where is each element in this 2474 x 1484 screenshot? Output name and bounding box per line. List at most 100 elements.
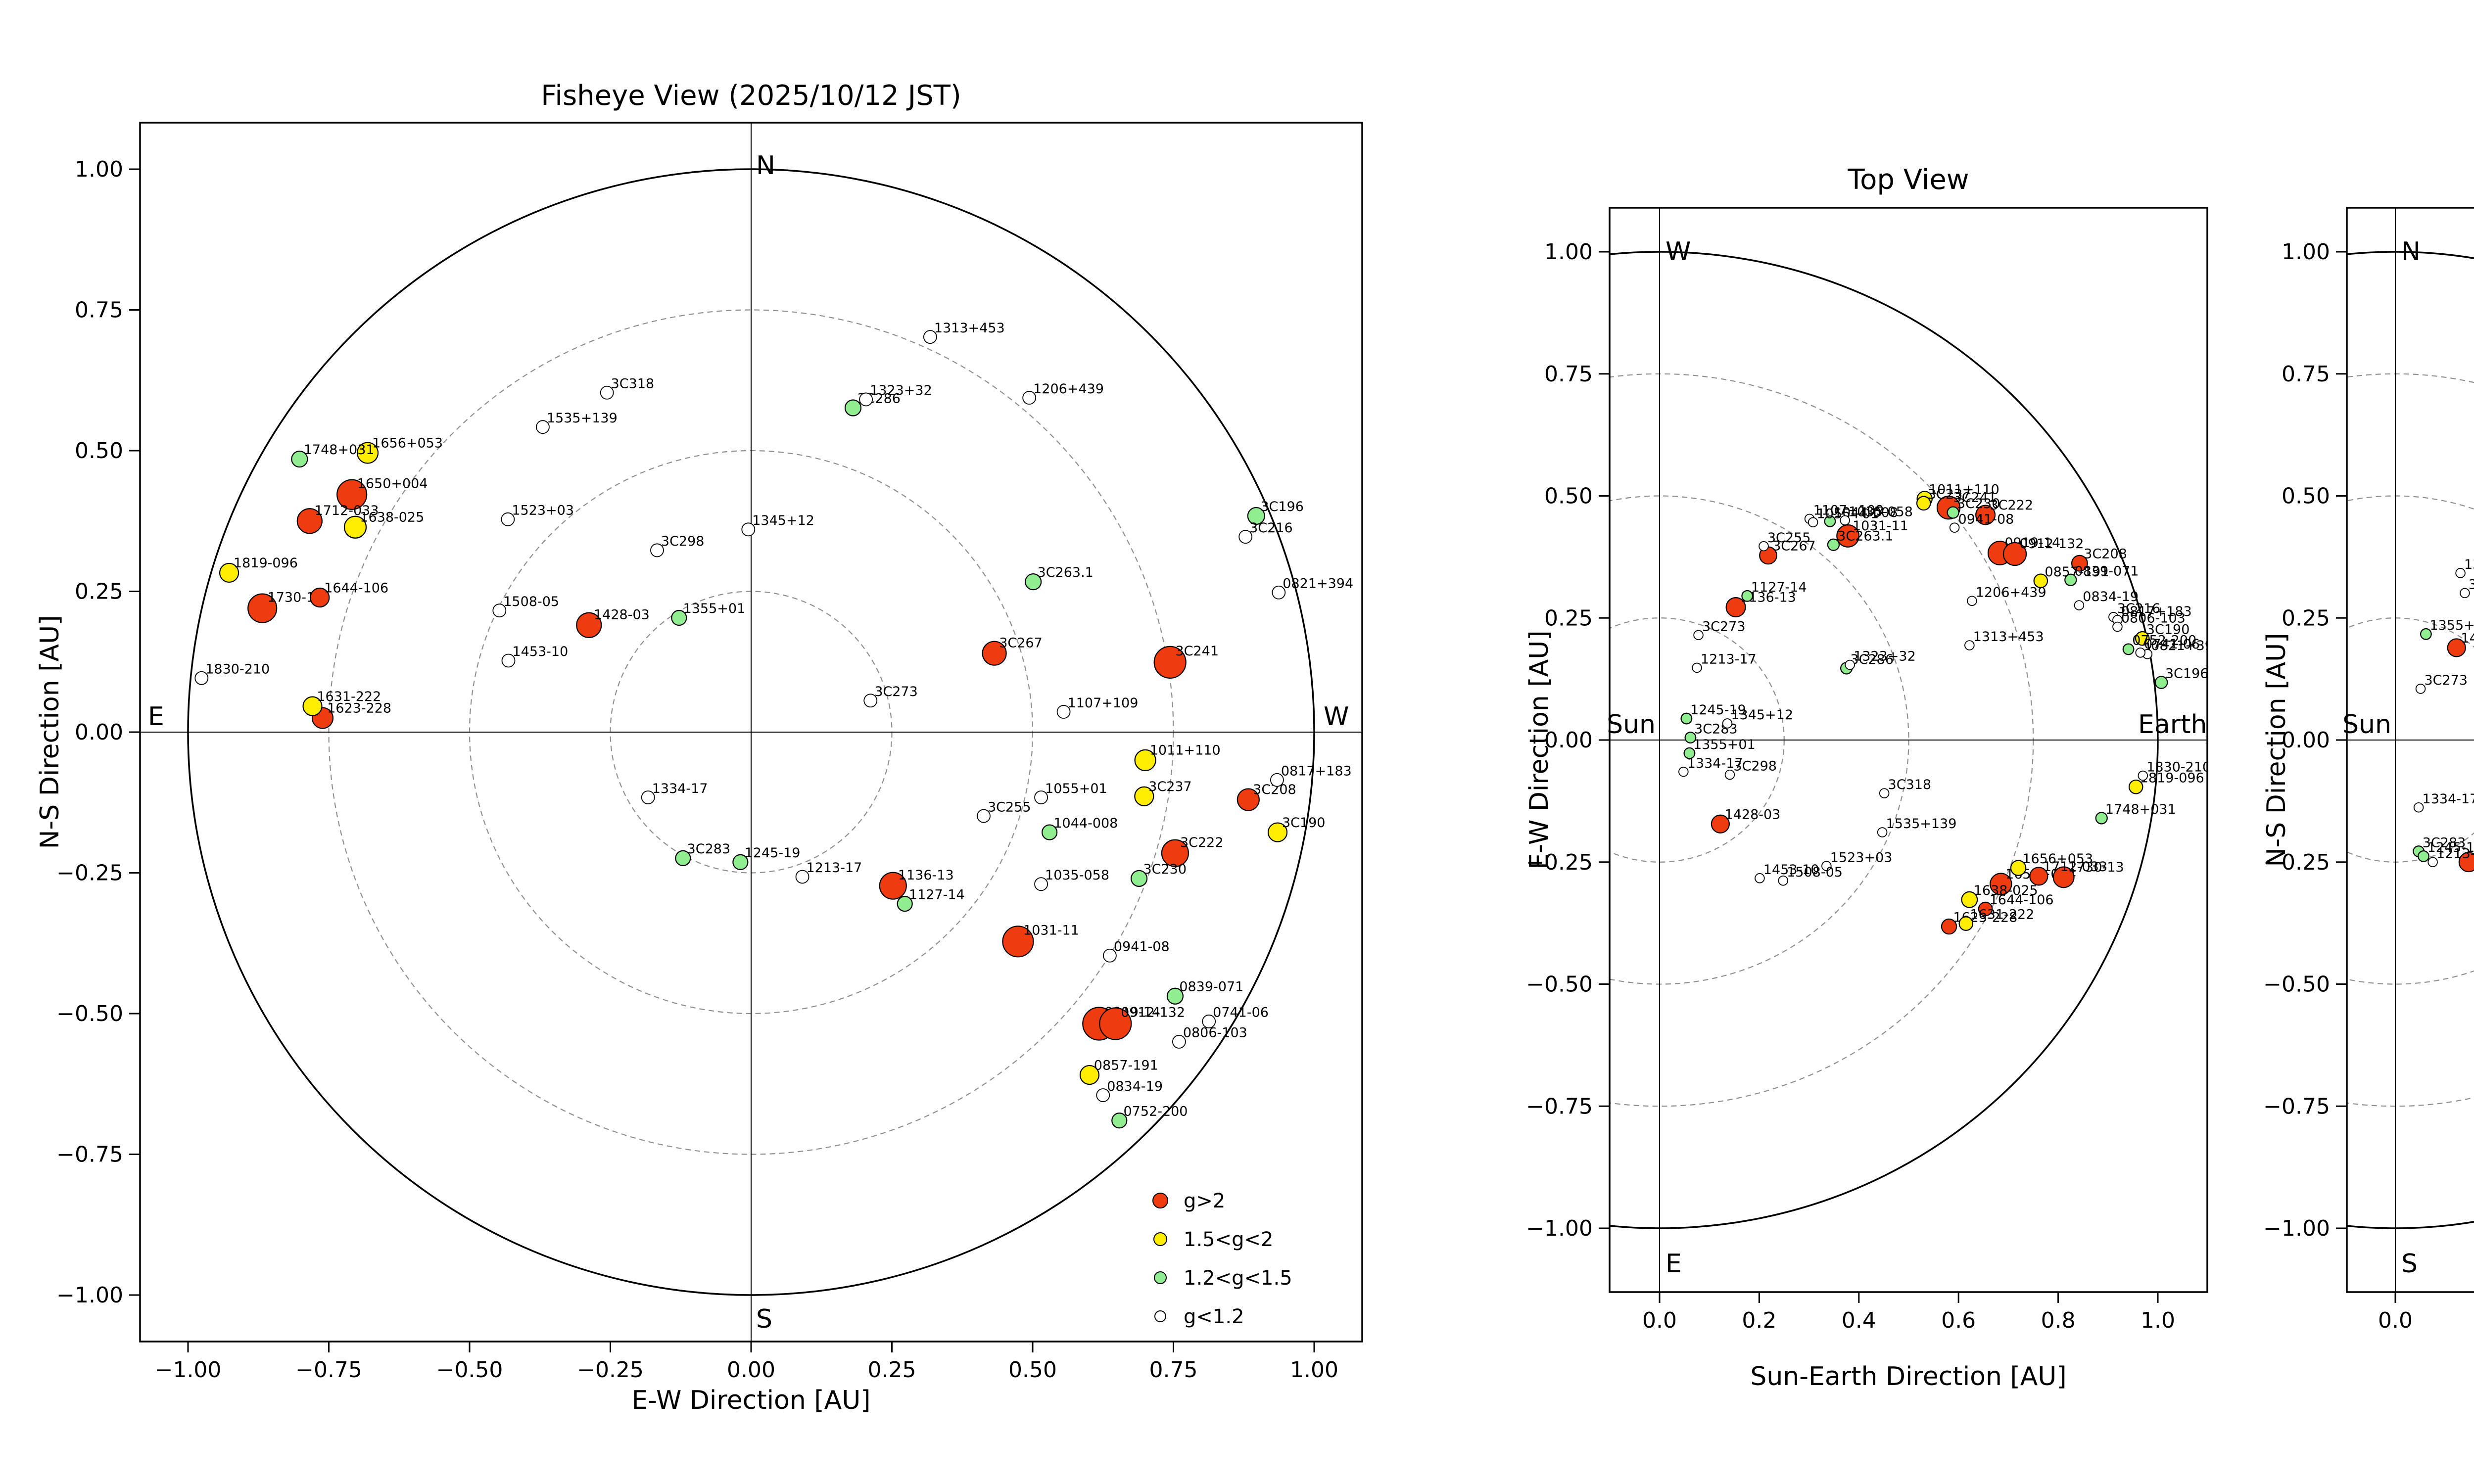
y-tick-label: −0.25 [2263,850,2330,875]
data-point-1136-13 [879,872,907,900]
data-point-label: 1245-19 [2427,840,2474,855]
data-point-label: 1345+12 [2464,557,2474,572]
data-point-1656+053 [2010,860,2027,876]
data-point-label: 0821+394 [2151,638,2222,653]
data-point-3C190 [2135,631,2150,646]
compass-west: W [1324,702,1349,732]
data-point-3C241 [1153,646,1187,679]
data-point-label: 1213-17 [2436,846,2474,861]
data-point-0941-08 [1103,948,1117,963]
data-point-label: 1638-025 [360,510,424,525]
y-tick-label: −0.50 [56,1001,123,1026]
legend-label: g<1.2 [1184,1305,1244,1328]
data-point-1313+453 [1964,640,1975,650]
data-point-1428-03 [576,612,602,638]
data-point-3C237 [1134,786,1154,806]
data-point-label: 1453-10 [1763,862,1819,878]
data-point-label: 3C318 [611,376,655,392]
data-point-1650+004 [336,479,368,510]
data-point-1508-05 [1778,875,1788,886]
data-point-label: 1631-222 [317,689,381,704]
data-point-1107+109 [1056,705,1071,719]
y-tick-label: −1.00 [56,1283,123,1308]
y-tick-label: 0.00 [2282,728,2330,753]
legend-marker-y [1153,1232,1167,1246]
data-point-0857-191 [2033,573,2048,589]
y-tick-label: −0.25 [1526,850,1593,875]
fisheye-xlabel: E-W Direction [AU] [631,1386,870,1415]
data-point-3C273 [1693,630,1704,641]
data-point-3C255 [1759,541,1769,552]
data-point-1334-17 [2413,802,2424,813]
data-point-label: 1334-17 [2423,791,2474,807]
data-point-1748+031 [2095,812,2108,825]
data-point-label: 1044-008 [1053,816,1118,831]
x-tick-label: 0.8 [2041,1308,2076,1333]
y-tick-label: −0.75 [56,1142,123,1167]
data-point-label: 1644-106 [1990,892,2054,908]
data-point-1712-033 [296,508,323,534]
data-point-label: 1334-17 [1687,756,1743,771]
data-point-1213-17 [795,870,809,884]
data-point-1535+139 [536,420,550,434]
data-point-3C196 [2154,676,2168,689]
data-point-label: 3C273 [874,684,918,699]
data-point-3C298 [650,543,664,557]
data-point-label: 1345+12 [1731,707,1793,723]
data-point-1355+01 [2420,628,2432,640]
data-point-label: 3C208 [2084,547,2127,562]
data-point-label: 1213-17 [807,860,862,876]
data-point-label: 1206+439 [1976,585,2046,600]
data-point-0752-200 [2122,643,2135,655]
y-tick-label: −0.75 [2263,1094,2330,1119]
data-point-label: 3C190 [1282,815,1326,831]
data-point-label: 1345+12 [752,513,814,528]
data-point-label: 1453-10 [512,644,568,659]
top-plot: 0919-143C2410912-1321031-111650+0041730-… [1524,164,2222,1391]
data-point-label: 1011+110 [1150,743,1221,758]
data-point-label: 3C196 [2165,666,2209,681]
data-point-label: 3C255 [988,799,1031,815]
y-tick-label: −0.75 [1526,1094,1593,1119]
data-point-label: 3C318 [1888,777,1932,792]
data-point-1830-210 [194,671,209,685]
data-point-1623-228 [1941,918,1957,935]
x-tick-label: 0.75 [1149,1357,1198,1383]
data-point-label: 3C196 [1260,499,1304,514]
legend: g>2 1.5<g<2 1.2<g<1.5 g<1.2 [1152,1190,1292,1328]
data-point-label: 0839-071 [1179,979,1243,995]
data-point-1345+12 [2455,568,2466,578]
data-point-0741-06 [1202,1015,1216,1028]
data-point-label: 0752-200 [1124,1104,1188,1119]
data-point-3C273 [863,694,878,708]
data-point-label: 1323+32 [1854,649,1916,664]
data-point-label: 0857-191 [2045,564,2109,580]
legend-label: g>2 [1184,1190,1225,1212]
data-point-3C208 [2071,555,2088,572]
data-point-1206+439 [1967,596,1977,606]
data-point-label: 1535+139 [547,411,618,426]
data-point-1127-14 [1741,590,1754,602]
data-point-label: 1819-096 [2140,770,2204,786]
data-point-label: 0912-132 [2019,536,2084,552]
legend-label: 1.5<g<2 [1184,1228,1273,1251]
y-tick-label: 0.00 [1544,728,1593,753]
data-point-label: 1035-058 [1045,868,1109,883]
data-point-3C263.1 [1025,573,1042,591]
data-point-label: 3C267 [1772,539,1816,554]
data-point-1031-11 [1836,524,1860,548]
data-point-label: 1136-13 [2473,845,2474,860]
axes-frame [2346,207,2474,1293]
top-ylabel: E-W Direction [AU] [1524,630,1554,869]
fisheye-ylabel: N-S Direction [AU] [35,615,65,849]
y-tick-label: 1.00 [75,157,123,182]
data-point-label: 1213-17 [1701,652,1757,667]
data-point-label: 0806-103 [2121,611,2186,626]
data-point-1631-222 [302,696,323,716]
y-tick-label: 0.25 [1544,605,1593,631]
data-point-3C216 [1238,530,1253,544]
data-point-1638-025 [1961,891,1978,908]
x-tick-label: −0.25 [577,1357,644,1383]
data-point-label: 1830-210 [2146,760,2211,775]
y-tick-label: −1.00 [2263,1216,2330,1241]
